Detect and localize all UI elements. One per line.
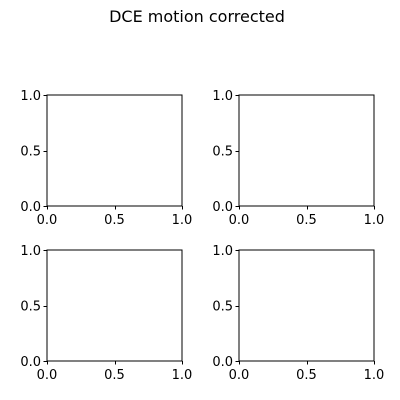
figure-suptitle: DCE motion corrected [109,7,285,26]
subplot-1-ytick-label-2: 1.0 [20,89,41,104]
subplot-1-frame [46,94,183,207]
subplot-4-frame [238,249,375,362]
subplot-1-xtick-label-2: 1.0 [172,213,193,228]
subplot-3-ytick-label-2: 1.0 [20,244,41,259]
subplot-2-ytick-label-0: 0.0 [212,200,233,215]
subplot-2-xtick-label-0: 0.0 [229,213,250,228]
subplot-2-xtick-label-1: 0.5 [296,213,317,228]
subplot-4-ytick-label-2: 1.0 [212,244,233,259]
subplot-1: 0.0 0.5 1.0 0.0 0.5 1.0 [20,89,192,228]
subplot-4: 0.0 0.5 1.0 0.0 0.5 1.0 [212,244,384,383]
subplot-4-xtick-label-0: 0.0 [229,368,250,383]
subplot-3-xtick-label-0: 0.0 [37,368,58,383]
subplot-2-frame [238,94,375,207]
subplot-4-xtick-label-2: 1.0 [364,368,385,383]
subplot-3-ytick-label-1: 0.5 [20,300,41,315]
subplot-1-ytick-label-1: 0.5 [20,145,41,160]
subplot-3: 0.0 0.5 1.0 0.0 0.5 1.0 [20,244,192,383]
subplot-1-ytick-label-0: 0.0 [20,200,41,215]
subplot-3-frame [46,249,183,362]
subplot-2: 0.0 0.5 1.0 0.0 0.5 1.0 [212,89,384,228]
subplot-2-xtick-label-2: 1.0 [364,213,385,228]
subplot-3-ytick-label-0: 0.0 [20,355,41,370]
subplot-4-ytick-label-0: 0.0 [212,355,233,370]
subplot-4-xtick-label-1: 0.5 [296,368,317,383]
axes-layer: 0.0 0.5 1.00.00.51.00.0 0.5 1.00.00.51.00.0 0… [20,89,384,383]
subplot-3-xtick-label-1: 0.5 [104,368,125,383]
subplot-2-ytick-label-2: 1.0 [212,89,233,104]
subplot-1-xtick-label-1: 0.5 [104,213,125,228]
subplot-3-xtick-label-2: 1.0 [172,368,193,383]
subplot-4-ytick-label-1: 0.5 [212,300,233,315]
subplot-1-xtick-label-0: 0.0 [37,213,58,228]
subplot-2-ytick-label-1: 0.5 [212,145,233,160]
